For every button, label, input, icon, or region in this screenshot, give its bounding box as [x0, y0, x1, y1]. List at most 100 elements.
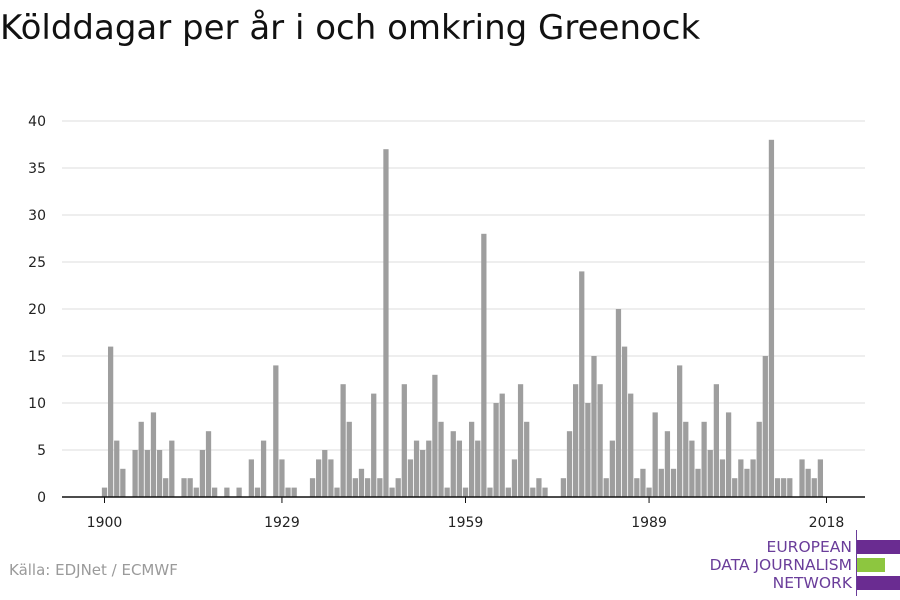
bar	[609, 440, 615, 497]
bar	[579, 271, 585, 497]
bar	[738, 459, 744, 497]
bar	[719, 459, 726, 497]
bar	[224, 487, 230, 497]
bar	[371, 393, 377, 497]
bar	[487, 487, 493, 497]
bar	[156, 450, 163, 497]
bar	[254, 487, 261, 497]
source-label: Källa: EDJNet / ECMWF	[9, 561, 178, 579]
bar	[725, 412, 732, 497]
bar	[762, 356, 768, 497]
bar	[756, 421, 762, 497]
bar	[781, 478, 787, 497]
y-tick-label: 20	[28, 302, 46, 318]
bar	[652, 412, 658, 497]
logo-line-2: DATA JOURNALISM	[709, 556, 852, 574]
bar	[107, 346, 114, 497]
bar	[309, 478, 316, 497]
bar	[805, 468, 811, 497]
bar	[530, 487, 536, 497]
bar	[536, 478, 542, 497]
bar	[389, 487, 395, 497]
bar	[511, 459, 518, 497]
bar	[236, 487, 242, 497]
bar	[591, 356, 597, 497]
bar	[328, 459, 334, 497]
bar	[615, 309, 622, 497]
bar	[566, 431, 573, 497]
bar	[114, 440, 120, 497]
x-tick-label: 1989	[631, 515, 667, 531]
logo-text: EUROPEAN DATA JOURNALISM NETWORK	[710, 538, 852, 592]
bar	[817, 459, 824, 497]
y-tick-label: 30	[28, 208, 46, 224]
logo-bar-middle	[857, 558, 885, 572]
bar	[169, 440, 175, 497]
y-tick-label: 40	[28, 114, 46, 130]
bar	[420, 450, 426, 497]
bar	[138, 421, 144, 497]
bar	[811, 478, 817, 497]
edjnet-logo: EUROPEAN DATA JOURNALISM NETWORK	[700, 528, 900, 596]
bar	[377, 478, 383, 497]
bar	[407, 459, 414, 497]
bar	[646, 487, 652, 497]
bar	[395, 478, 401, 497]
bar	[187, 478, 193, 497]
bar	[481, 233, 487, 498]
bar	[744, 468, 750, 497]
bar	[358, 468, 365, 497]
bar	[658, 468, 664, 497]
x-tick-label: 1929	[264, 515, 300, 531]
bar	[456, 440, 463, 497]
bar	[585, 403, 591, 497]
bar	[193, 487, 199, 497]
bar	[340, 384, 346, 497]
chart-title: Kölddagar per år i och omkring Greenock	[0, 8, 701, 48]
bar	[707, 450, 713, 497]
bar	[634, 478, 640, 497]
bar	[750, 459, 756, 497]
bar	[695, 468, 701, 497]
bar	[621, 346, 628, 497]
bar	[677, 365, 683, 497]
bar	[573, 384, 579, 497]
bar	[670, 468, 677, 497]
bar	[248, 459, 254, 497]
bar	[144, 450, 150, 497]
bar	[322, 450, 328, 497]
bar	[799, 459, 805, 497]
logo-line-1: EUROPEAN	[766, 538, 852, 556]
bar	[438, 421, 444, 497]
bar	[352, 478, 358, 497]
bar	[450, 431, 456, 497]
bar	[628, 393, 634, 497]
x-tick-label: 1900	[87, 515, 123, 531]
bar	[273, 365, 279, 497]
bar	[413, 440, 420, 497]
bar	[181, 478, 187, 497]
bar	[517, 384, 524, 497]
bar	[432, 374, 438, 497]
logo-divider	[856, 530, 857, 596]
bar	[499, 393, 505, 497]
bar	[205, 431, 212, 497]
logo-line-3: NETWORK	[772, 574, 852, 592]
bar	[493, 403, 499, 497]
bar	[260, 440, 267, 497]
bar	[120, 468, 126, 497]
bar	[524, 421, 530, 497]
y-tick-label: 5	[37, 443, 46, 459]
y-tick-label: 10	[28, 396, 46, 412]
bar	[462, 487, 469, 497]
bar	[163, 478, 169, 497]
x-tick-label: 1959	[448, 515, 484, 531]
bar	[732, 478, 738, 497]
bar	[150, 412, 157, 497]
bar	[787, 478, 793, 497]
bar	[291, 487, 297, 497]
bar	[334, 487, 340, 497]
bar	[346, 421, 352, 497]
bar	[444, 487, 450, 497]
bar	[768, 139, 775, 498]
